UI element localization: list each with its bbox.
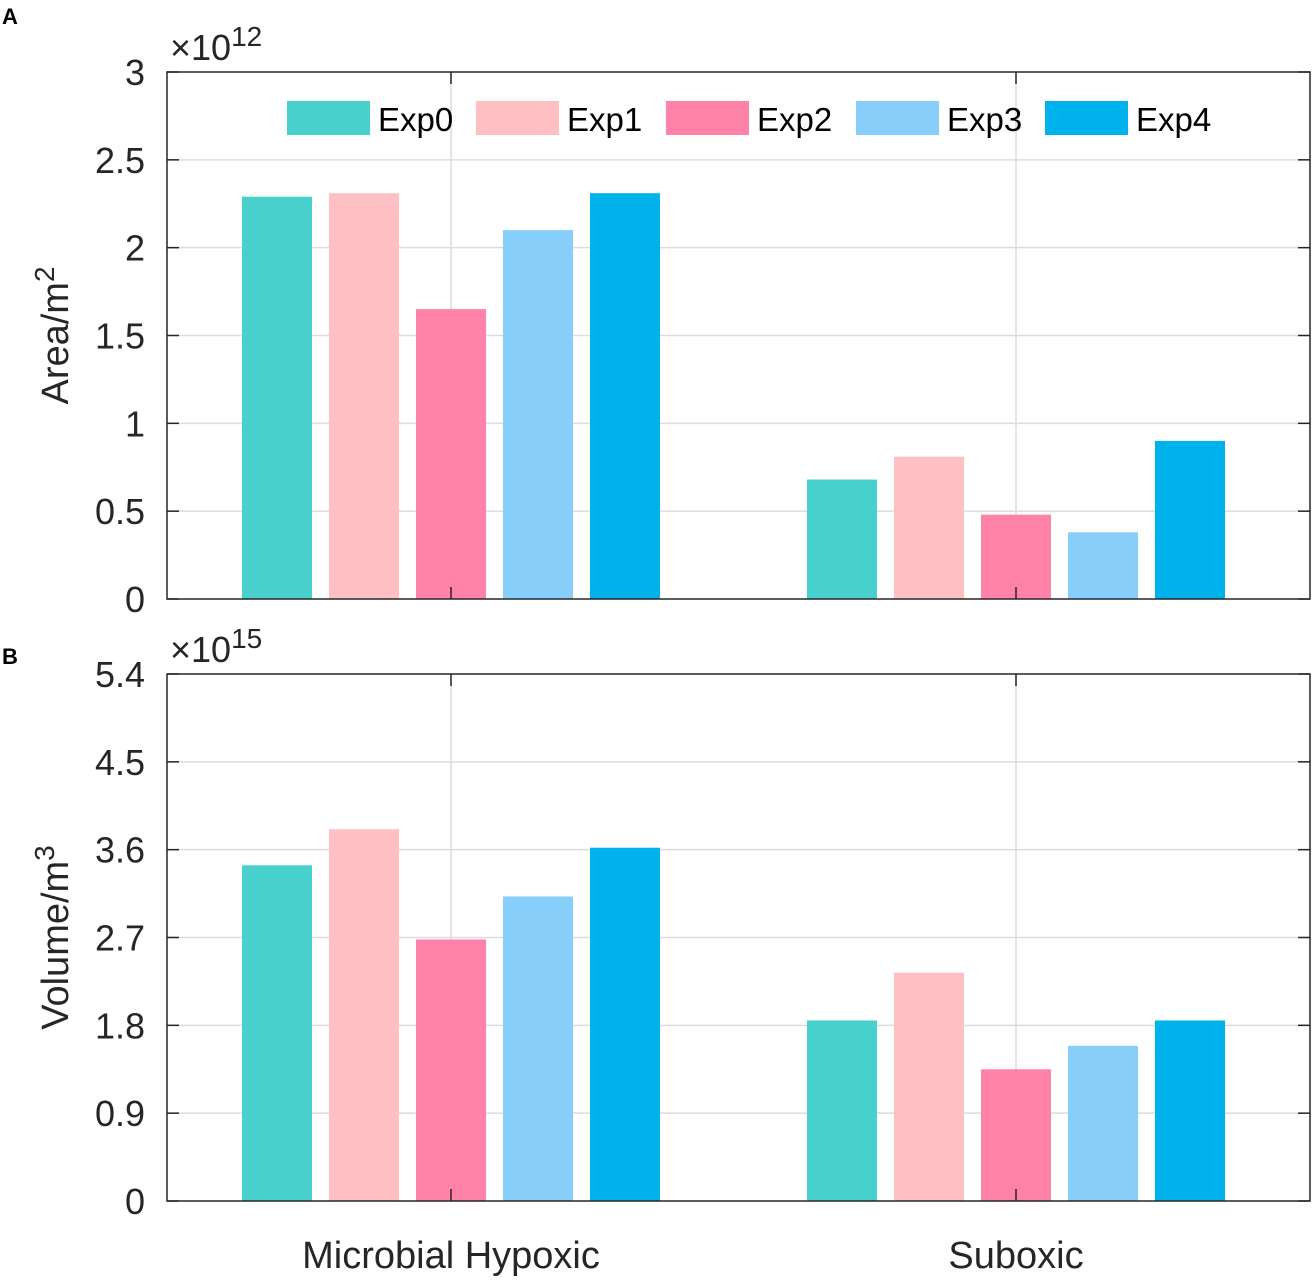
legend: Exp0 Exp1 Exp2 Exp3 Exp4 xyxy=(287,101,1211,138)
panel-A: 0 0.5 1 1.5 2 2.5 3 ×1012 Area/m2 A xyxy=(2,4,1311,620)
ytick-label: 2.5 xyxy=(95,140,145,181)
legend-swatch-Exp1 xyxy=(476,101,559,135)
ytick-label: 0 xyxy=(125,1181,145,1222)
bar-Exp4-microbial-hypoxic xyxy=(590,193,660,599)
exponent-label: ×1015 xyxy=(170,623,262,670)
legend-swatch-Exp0 xyxy=(287,101,370,135)
bar-Exp4-suboxic xyxy=(1155,1020,1225,1201)
bar-Exp2-suboxic xyxy=(981,514,1051,599)
ytick-label: 1 xyxy=(125,403,145,444)
legend-label-Exp0: Exp0 xyxy=(378,101,453,138)
legend-label-Exp4: Exp4 xyxy=(1136,101,1211,138)
ytick-label: 1.5 xyxy=(95,316,145,357)
ytick-label: 0 xyxy=(125,579,145,620)
ytick-label: 0.5 xyxy=(95,491,145,532)
bar-Exp4-microbial-hypoxic xyxy=(590,847,660,1201)
ytick-label: 3.6 xyxy=(95,830,145,871)
bar-Exp0-microbial-hypoxic xyxy=(242,196,312,599)
bar-Exp0-suboxic xyxy=(807,479,877,599)
legend-label-Exp2: Exp2 xyxy=(757,101,832,138)
bar-Exp1-suboxic xyxy=(894,456,964,599)
ytick-label: 3 xyxy=(125,52,145,93)
ytick-label: 2.7 xyxy=(95,918,145,959)
bar-Exp0-suboxic xyxy=(807,1020,877,1201)
ytick-label: 0.9 xyxy=(95,1093,145,1134)
bar-Exp2-microbial-hypoxic xyxy=(416,309,486,599)
panel-label: A xyxy=(2,4,18,29)
bar-Exp1-microbial-hypoxic xyxy=(329,193,399,599)
panel-label: B xyxy=(2,644,18,669)
ytick-label: 4.5 xyxy=(95,742,145,783)
bar-Exp3-suboxic xyxy=(1068,1045,1138,1201)
exponent-label: ×1012 xyxy=(170,21,262,68)
y-axis-label: Area/m2 xyxy=(29,266,77,404)
bar-Exp0-microbial-hypoxic xyxy=(242,865,312,1201)
ytick-label: 1.8 xyxy=(95,1005,145,1046)
legend-swatch-Exp2 xyxy=(666,101,749,135)
ytick-label: 2 xyxy=(125,228,145,269)
bar-Exp4-suboxic xyxy=(1155,440,1225,599)
y-axis-label: Volume/m3 xyxy=(29,845,77,1030)
bar-Exp2-suboxic xyxy=(981,1069,1051,1201)
legend-swatch-Exp3 xyxy=(856,101,939,135)
panel-B: 0 0.9 1.8 2.7 3.6 4.5 5.4 ×1015 Volume/m3 B xyxy=(2,623,1311,1222)
legend-label-Exp1: Exp1 xyxy=(567,101,642,138)
x-category-label: Suboxic xyxy=(948,1235,1083,1277)
bar-Exp3-microbial-hypoxic xyxy=(503,896,573,1201)
legend-swatch-Exp4 xyxy=(1045,101,1128,135)
bar-Exp2-microbial-hypoxic xyxy=(416,939,486,1201)
bar-Exp1-suboxic xyxy=(894,972,964,1201)
x-category-label: Microbial Hypoxic xyxy=(302,1235,600,1277)
bar-Exp3-suboxic xyxy=(1068,532,1138,599)
bar-Exp3-microbial-hypoxic xyxy=(503,230,573,599)
legend-label-Exp3: Exp3 xyxy=(947,101,1022,138)
bar-Exp1-microbial-hypoxic xyxy=(329,829,399,1201)
ytick-label: 5.4 xyxy=(95,654,145,695)
